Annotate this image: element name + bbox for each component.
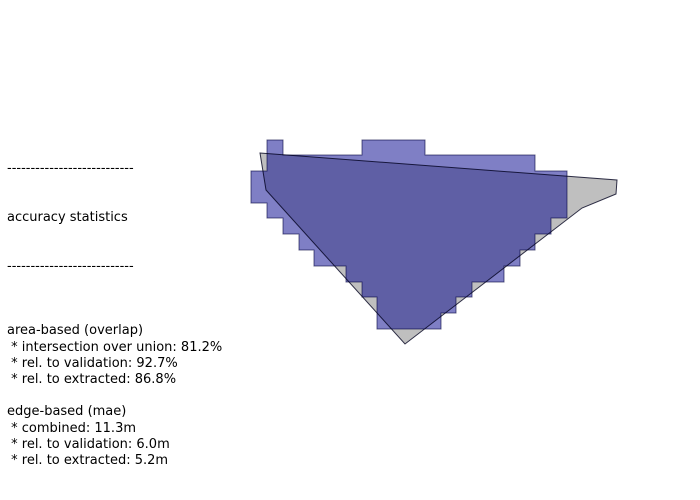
extracted-polygon bbox=[250, 139, 568, 330]
sections: area-based (overlap) * intersection over… bbox=[7, 307, 222, 468]
stat-item: * rel. to extracted: 5.2m bbox=[7, 452, 169, 468]
rule: --------------------------- bbox=[7, 161, 134, 177]
validation-outline bbox=[259, 152, 618, 345]
section-heading: area-based (overlap) bbox=[7, 323, 144, 339]
stats-title: accuracy statistics bbox=[7, 210, 128, 225]
section-heading: edge-based (mae) bbox=[7, 404, 127, 420]
stat-item: * rel. to validation: 92.7% bbox=[7, 355, 178, 371]
stat-item: * rel. to validation: 6.0m bbox=[7, 436, 170, 452]
spacer bbox=[7, 388, 222, 404]
stat-item: * rel. to extracted: 86.8% bbox=[7, 371, 177, 387]
rule: --------------------------- bbox=[7, 258, 134, 274]
stat-item: * combined: 11.3m bbox=[7, 420, 137, 436]
stat-item: * intersection over union: 81.2% bbox=[7, 339, 223, 355]
accuracy-statistics: --------------------------- accuracy sta… bbox=[7, 129, 222, 468]
spacer bbox=[7, 307, 222, 323]
